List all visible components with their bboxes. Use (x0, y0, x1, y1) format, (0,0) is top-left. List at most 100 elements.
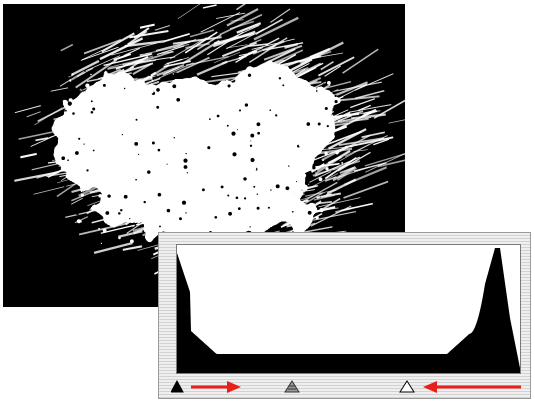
speck (290, 167, 292, 169)
speck (226, 124, 229, 127)
brush-stroke (155, 40, 191, 52)
brush-stroke (318, 197, 361, 208)
brush-stroke (156, 45, 185, 56)
speck (183, 158, 188, 163)
speck (258, 191, 262, 196)
speck (314, 201, 317, 204)
brush-stroke (238, 50, 258, 60)
speck (145, 167, 148, 170)
brush-stroke (50, 87, 69, 92)
speck (272, 209, 276, 213)
speck (319, 208, 324, 213)
speck (125, 213, 127, 216)
speck (306, 122, 311, 126)
speck (184, 230, 186, 232)
speck (90, 110, 94, 114)
speck (243, 197, 247, 200)
histogram-chart (177, 248, 520, 373)
speck (341, 161, 344, 164)
brush-stroke (338, 137, 385, 146)
white-point-handle[interactable] (399, 380, 415, 393)
speck (67, 72, 72, 77)
brush-stroke (156, 64, 185, 77)
brush-stroke (33, 183, 76, 195)
speck (120, 209, 123, 212)
speck (157, 148, 161, 152)
speck (171, 95, 175, 99)
brush-stroke (236, 22, 262, 34)
speck (244, 103, 249, 107)
brush-stroke (350, 98, 376, 109)
brush-stroke (364, 153, 405, 167)
speck (183, 165, 188, 169)
brush-stroke (161, 51, 174, 54)
brush-stroke (373, 138, 390, 146)
speck (302, 203, 305, 207)
brush-stroke (111, 42, 157, 56)
speck (226, 133, 229, 136)
brush-stroke (196, 60, 228, 76)
brush-stroke (14, 105, 41, 114)
speck (185, 212, 187, 214)
brush-stroke (230, 19, 244, 22)
brush-stroke (162, 66, 180, 76)
brush-stroke (248, 44, 277, 64)
speck (207, 146, 211, 150)
speck (267, 164, 270, 167)
brush-stroke (185, 55, 229, 66)
speck (92, 107, 96, 111)
speck (243, 177, 247, 181)
speck (238, 147, 241, 149)
brush-stroke (113, 53, 132, 61)
brush-stroke (145, 43, 190, 55)
speck (282, 84, 285, 87)
histogram-curve (177, 248, 520, 373)
speck (166, 163, 168, 165)
speck (79, 148, 84, 153)
speck (115, 138, 118, 141)
brush-stroke (139, 23, 155, 29)
input-levels-slider[interactable] (171, 377, 526, 397)
brush-stroke (317, 56, 355, 77)
speck (83, 143, 85, 145)
brush-stroke (123, 47, 141, 57)
speck (312, 166, 316, 170)
speck (295, 181, 298, 183)
speck (333, 168, 335, 170)
speck (104, 193, 107, 197)
brush-stroke (172, 36, 222, 45)
brush-stroke (164, 33, 190, 43)
speck (249, 144, 253, 147)
brush-stroke (327, 128, 367, 150)
brush-stroke (226, 8, 259, 27)
gamma-handle[interactable] (284, 380, 300, 393)
speck (105, 211, 110, 215)
speck (72, 174, 74, 176)
speck (299, 134, 301, 137)
speck (201, 90, 205, 94)
brush-stroke (343, 180, 389, 199)
speck (327, 102, 332, 107)
brush-stroke (253, 16, 299, 41)
speck (191, 105, 195, 110)
speck (108, 73, 112, 78)
red-arrow-right-icon (191, 381, 241, 393)
speck (301, 227, 303, 229)
speck (123, 87, 126, 90)
speck (308, 226, 312, 231)
speck (153, 191, 155, 193)
speck (75, 151, 79, 155)
black-point-handle[interactable] (171, 379, 184, 393)
speck (249, 226, 251, 228)
speck (326, 124, 329, 128)
brush-stroke (377, 159, 405, 168)
speck (150, 76, 153, 79)
speck (269, 203, 274, 208)
brush-stroke (98, 73, 115, 79)
speck (107, 194, 111, 198)
speck (322, 159, 325, 162)
speck (173, 72, 178, 77)
speck (165, 151, 168, 153)
speck (156, 105, 160, 109)
speck (281, 95, 285, 100)
